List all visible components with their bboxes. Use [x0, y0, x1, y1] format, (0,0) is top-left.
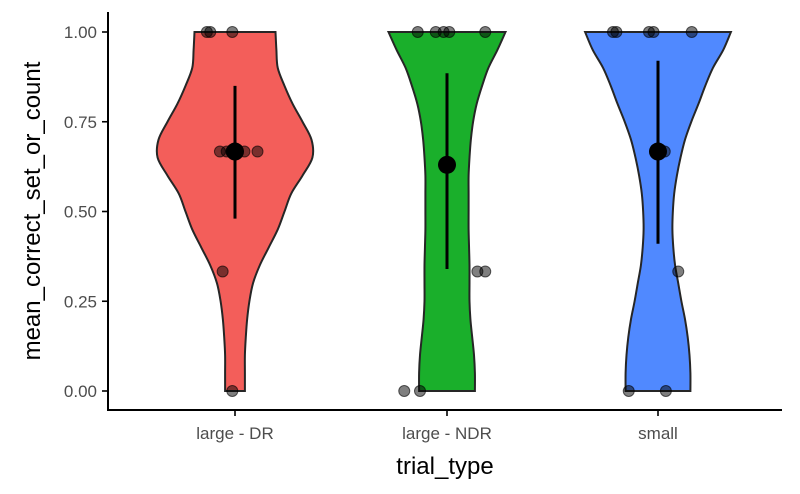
- violin-group: [386, 26, 508, 397]
- data-point: [443, 26, 456, 38]
- data-point: [216, 265, 229, 278]
- data-point: [251, 145, 264, 158]
- y-tick-label: 0.75: [64, 113, 97, 132]
- data-point: [479, 265, 492, 278]
- data-point: [398, 385, 411, 397]
- data-point: [659, 385, 672, 397]
- data-point: [647, 26, 660, 38]
- y-tick-label: 1.00: [64, 23, 97, 42]
- data-point: [479, 26, 492, 38]
- x-ticks: large - DR large - NDR small: [196, 410, 678, 443]
- data-point: [414, 385, 426, 397]
- violin-group: [155, 26, 315, 397]
- mean-point: [438, 155, 456, 174]
- y-tick-label: 0.50: [64, 203, 97, 222]
- violin-group: [583, 26, 733, 397]
- data-point: [226, 26, 239, 38]
- y-ticks: 0.00 0.25 0.50 0.75 1.00: [64, 23, 108, 401]
- data-point: [622, 385, 635, 397]
- data-point: [226, 385, 239, 397]
- x-tick-label: large - NDR: [402, 424, 492, 443]
- x-tick-label: large - DR: [196, 424, 273, 443]
- plot-area: [155, 26, 733, 397]
- mean-point: [649, 142, 667, 161]
- x-tick-label: small: [638, 424, 678, 443]
- data-point: [411, 26, 424, 38]
- mean-point: [226, 142, 244, 161]
- y-tick-label: 0.00: [64, 382, 97, 401]
- data-point: [685, 26, 698, 38]
- data-point: [610, 26, 623, 38]
- y-tick-label: 0.25: [64, 292, 97, 311]
- data-point: [672, 265, 685, 278]
- y-axis-title: mean_correct_set_or_count: [19, 61, 46, 360]
- data-point: [204, 26, 217, 38]
- x-axis-title: trial_type: [396, 453, 493, 480]
